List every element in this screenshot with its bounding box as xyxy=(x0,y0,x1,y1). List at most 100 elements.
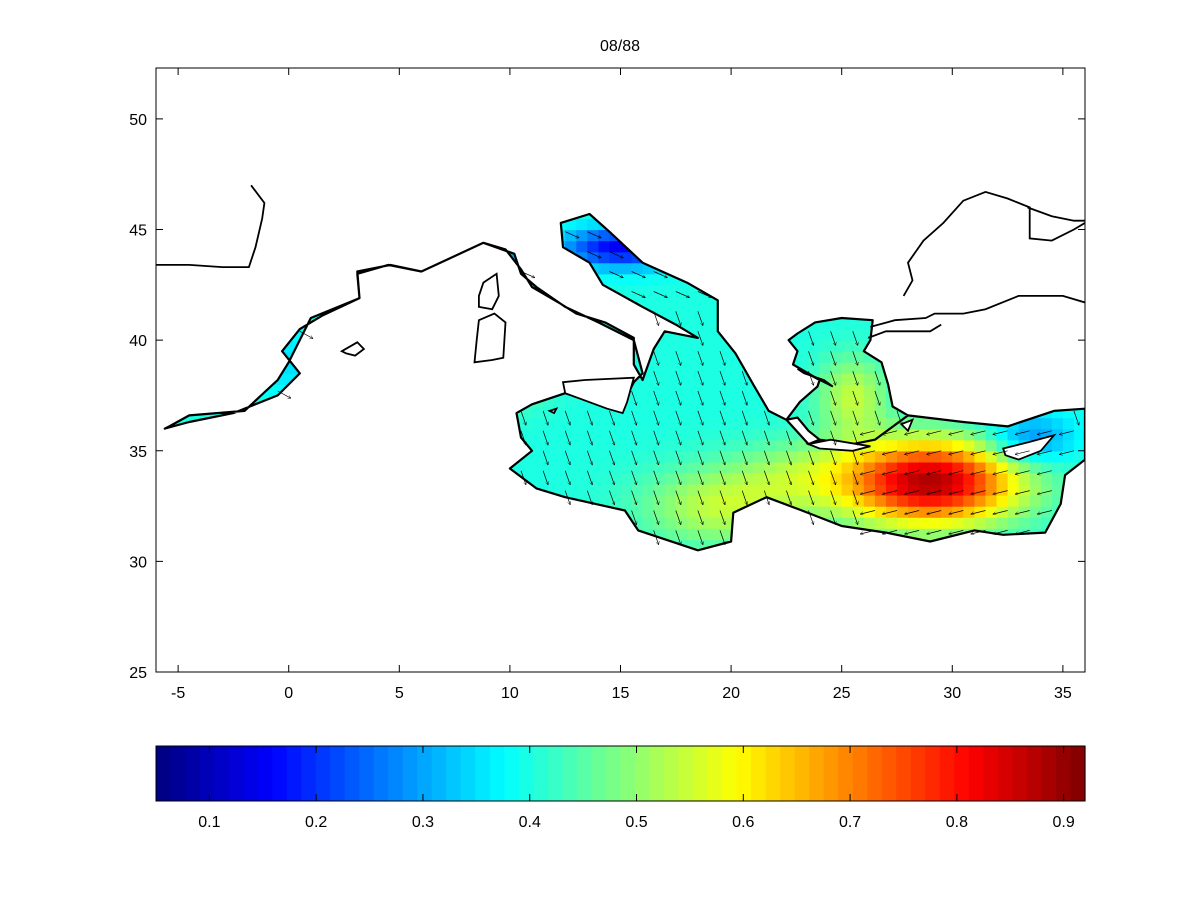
wind-vector xyxy=(653,470,659,485)
colorbar-swatch xyxy=(257,746,273,801)
wind-vector xyxy=(565,231,579,238)
vector-layer xyxy=(277,231,1079,545)
island-outline xyxy=(478,272,500,311)
y-tick-label: 45 xyxy=(129,223,147,240)
colorbar-ticks: 0.1 0.2 0.3 0.4 0.5 0.6 0.7 0.8 0.9 xyxy=(198,746,1075,831)
colorbar-tick-label: 0.6 xyxy=(732,814,754,831)
wind-vector xyxy=(697,510,703,525)
wind-vector xyxy=(852,351,858,365)
colorbar-swatch xyxy=(431,746,447,801)
wind-vector xyxy=(971,450,986,455)
colorbar-tick-label: 0.9 xyxy=(1053,814,1075,831)
wind-vector xyxy=(993,430,1008,435)
wind-vector xyxy=(882,470,898,475)
wind-vector xyxy=(1015,430,1030,435)
wind-vector xyxy=(564,430,570,445)
wind-vector xyxy=(587,231,601,238)
island-outline xyxy=(797,368,834,388)
colorbar-swatch xyxy=(359,746,375,801)
colorbar-swatch xyxy=(1012,746,1028,801)
coastline-segment xyxy=(870,295,1085,328)
wind-vector xyxy=(609,470,614,485)
wind-vector xyxy=(971,470,986,475)
wind-vector xyxy=(586,430,592,445)
x-tick-label: -5 xyxy=(171,685,185,702)
colorbar-swatch xyxy=(693,746,709,801)
colorbar-swatch xyxy=(925,746,941,801)
colorbar-swatch xyxy=(736,746,752,801)
plot-title: 08/88 xyxy=(600,38,640,55)
colorbar-swatch xyxy=(388,746,404,801)
x-tick-label: 20 xyxy=(722,685,740,702)
colorbar-swatch xyxy=(881,746,897,801)
colorbar-swatch xyxy=(707,746,723,801)
coastline-segment xyxy=(867,323,942,339)
wind-vector xyxy=(949,430,964,435)
wind-vector xyxy=(631,410,637,425)
colorbar-swatch xyxy=(156,746,172,801)
colorbar-swatch xyxy=(983,746,999,801)
wind-vector xyxy=(697,370,703,385)
colorbar-swatch xyxy=(838,746,854,801)
wind-vector xyxy=(830,410,836,425)
wind-vector xyxy=(949,470,964,475)
wind-vector xyxy=(719,351,725,365)
wind-vector xyxy=(786,450,791,465)
colorbar-swatch xyxy=(620,746,636,801)
wind-vector xyxy=(741,370,747,385)
colorbar-swatch xyxy=(780,746,796,801)
colorbar-tick-label: 0.1 xyxy=(198,814,220,831)
wind-vector xyxy=(882,510,898,515)
wind-vector xyxy=(675,291,690,298)
wind-vector xyxy=(852,450,858,465)
wind-vector xyxy=(653,370,659,385)
x-tick-label: 15 xyxy=(612,685,630,702)
colorbar-swatch xyxy=(1070,746,1086,801)
wind-vector xyxy=(860,470,875,475)
wind-vector xyxy=(719,430,725,445)
wind-vector xyxy=(741,450,747,465)
colorbar-swatch xyxy=(373,746,389,801)
colorbar-swatch xyxy=(286,746,302,801)
wind-vector xyxy=(653,450,659,465)
wind-vector xyxy=(830,430,836,445)
wind-vector xyxy=(1015,470,1030,475)
wind-vector xyxy=(882,490,898,495)
wind-vector xyxy=(993,530,1008,534)
wind-vector xyxy=(808,331,814,345)
colorbar-swatch xyxy=(649,746,665,801)
wind-vector xyxy=(1037,430,1052,435)
wind-vector xyxy=(542,470,548,485)
wind-vector xyxy=(949,450,964,455)
colorbar-swatch xyxy=(954,746,970,801)
colorbar-frame xyxy=(155,745,1086,802)
wind-vector xyxy=(808,410,814,425)
wind-vector xyxy=(1015,450,1030,455)
wind-vector xyxy=(993,490,1008,495)
colorbar-tick-label: 0.7 xyxy=(839,814,861,831)
wind-vector xyxy=(905,430,920,435)
wind-vector xyxy=(520,271,535,278)
wind-vector xyxy=(609,271,623,278)
coastline-segment xyxy=(156,184,266,268)
island-outline xyxy=(805,438,871,452)
wind-vector xyxy=(520,410,526,425)
island-outline xyxy=(339,341,366,357)
wind-vector xyxy=(927,510,942,515)
wind-vector xyxy=(564,450,570,465)
colorbar-swatch xyxy=(504,746,520,801)
colorbar-swatch xyxy=(1055,746,1072,801)
wind-vector xyxy=(653,530,659,544)
wind-vector xyxy=(675,311,681,325)
colorbar: 0.1 0.2 0.3 0.4 0.5 0.6 0.7 0.8 0.9 xyxy=(155,745,1086,831)
wind-vector xyxy=(520,430,526,445)
colorbar-swatch xyxy=(344,746,360,801)
wind-vector xyxy=(697,311,703,325)
wind-vector xyxy=(277,390,291,398)
wind-vector xyxy=(609,430,614,445)
wind-vector xyxy=(1037,470,1052,475)
wind-vector xyxy=(1015,510,1030,515)
wind-vector xyxy=(927,430,942,435)
wind-vector xyxy=(852,510,858,525)
